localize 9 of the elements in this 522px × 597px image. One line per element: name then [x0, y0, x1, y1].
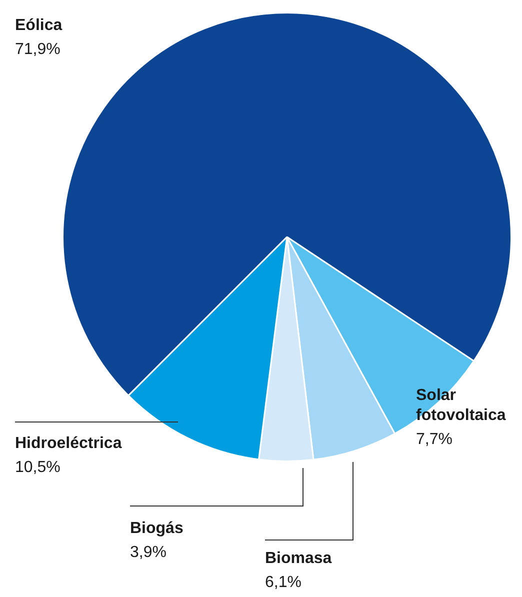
- data-label: 7,7%: [416, 431, 452, 448]
- data-label: 10,5%: [15, 459, 60, 476]
- slice-label: Eólica: [15, 17, 62, 34]
- slice-label: Biogás: [130, 520, 184, 537]
- slice-label: Biomasa: [265, 550, 332, 567]
- slice-label: Hidroeléctrica: [15, 435, 122, 452]
- data-label: 71,9%: [15, 41, 60, 58]
- data-label: 6,1%: [265, 574, 302, 591]
- data-label: 3,9%: [130, 544, 166, 561]
